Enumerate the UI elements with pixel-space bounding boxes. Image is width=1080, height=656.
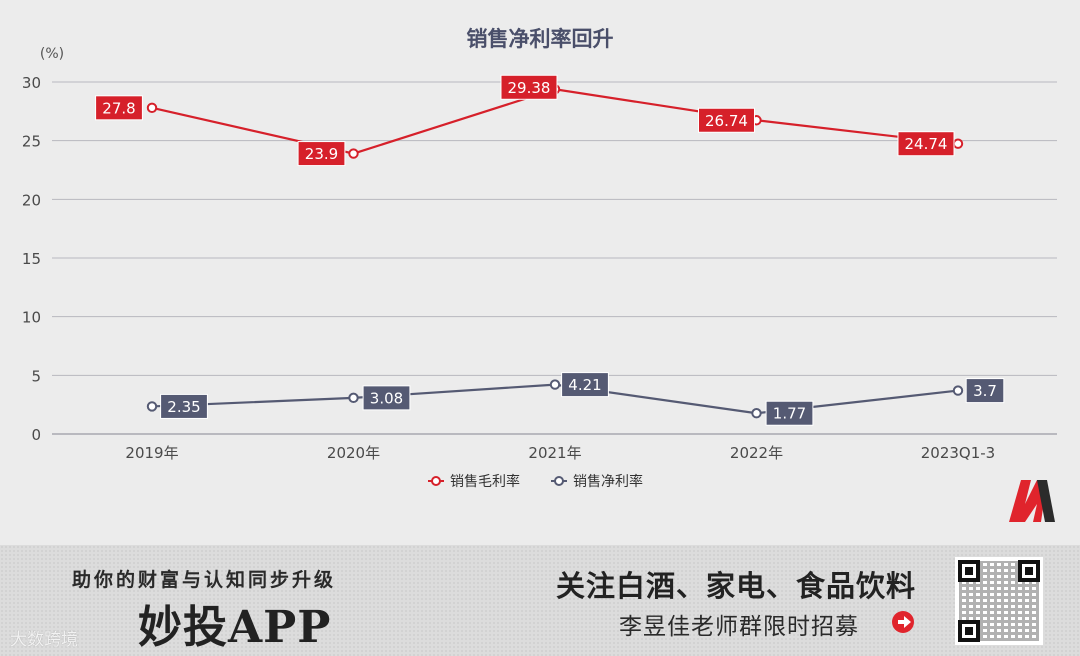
data-point [146, 401, 158, 412]
legend: 销售毛利率 销售净利率 [428, 473, 643, 490]
data-point [751, 408, 762, 419]
y-tick-label: 10 [22, 309, 41, 327]
data-point [146, 102, 158, 114]
x-tick-label: 2022年 [730, 444, 783, 462]
data-label: 1.77 [773, 405, 806, 423]
banner-left-subtitle: 助你的财富与认知同步升级 [72, 569, 337, 591]
legend-swatch-marker [554, 476, 564, 486]
data-label: 26.74 [705, 112, 748, 130]
data-label-box [561, 372, 609, 398]
data-label-box [95, 95, 143, 121]
banner-app-name: 妙投APP [138, 602, 332, 653]
data-label-box [965, 378, 1005, 404]
legend-label: 销售毛利率 [450, 473, 520, 490]
y-unit-label: (%) [40, 46, 64, 62]
data-label-box [897, 131, 955, 157]
y-tick-label: 15 [22, 250, 41, 268]
data-label-box [160, 393, 208, 419]
y-tick-label: 5 [31, 367, 41, 385]
chart-title: 销售净利率回升 [467, 27, 614, 51]
data-point [952, 138, 964, 149]
y-tick-label: 0 [31, 426, 41, 444]
series-layer: 27.8 23.9 29.38 26.74 24.74 2.35 3.08 4.21 1.77 3… [95, 74, 1005, 426]
banner-right-subtitle: 李昱佳老师群限时招募 [619, 614, 859, 640]
y-tick-label: 20 [22, 191, 41, 209]
data-label: 3.7 [973, 382, 997, 400]
x-tick-label: 2019年 [125, 444, 178, 462]
y-tick-label: 30 [22, 74, 41, 92]
promo-banner[interactable]: 助你的财富与认知同步升级 妙投APP 大数跨境 关注白酒、家电、食品饮料 李昱佳… [0, 545, 1080, 656]
y-tick-label: 25 [22, 133, 41, 151]
data-label: 2.35 [167, 398, 200, 416]
data-label: 27.8 [102, 99, 135, 117]
line-chart: 销售净利率回升 (%) 0 5 10 15 20 25 30 2019年 2020年 2021年 2… [21, 27, 1057, 490]
x-tick-label: 2021年 [528, 444, 581, 462]
qr-code-icon [955, 557, 1043, 645]
data-label-box [698, 107, 755, 133]
data-label-box [765, 400, 814, 426]
x-tick-label: 2023Q1-3 [921, 444, 995, 462]
data-point [549, 379, 561, 390]
legend-swatch-marker [431, 476, 441, 486]
banner-right-title: 关注白酒、家电、食品饮料 [556, 569, 917, 603]
data-label: 3.08 [370, 389, 403, 407]
data-label: 23.9 [305, 145, 338, 163]
legend-label: 销售净利率 [573, 473, 643, 490]
data-point [952, 385, 964, 396]
brand-logo [1009, 480, 1055, 522]
data-label: 29.38 [508, 79, 551, 97]
data-label: 24.74 [905, 135, 948, 153]
x-tick-label: 2020年 [327, 444, 380, 462]
arrow-right-icon[interactable] [892, 611, 914, 633]
data-label-box [500, 74, 558, 100]
data-label: 4.21 [568, 376, 601, 394]
data-point [348, 148, 359, 159]
data-point [348, 392, 359, 404]
data-label-box [362, 385, 411, 411]
data-label-box [297, 141, 346, 167]
watermark: 大数跨境 [10, 630, 78, 650]
